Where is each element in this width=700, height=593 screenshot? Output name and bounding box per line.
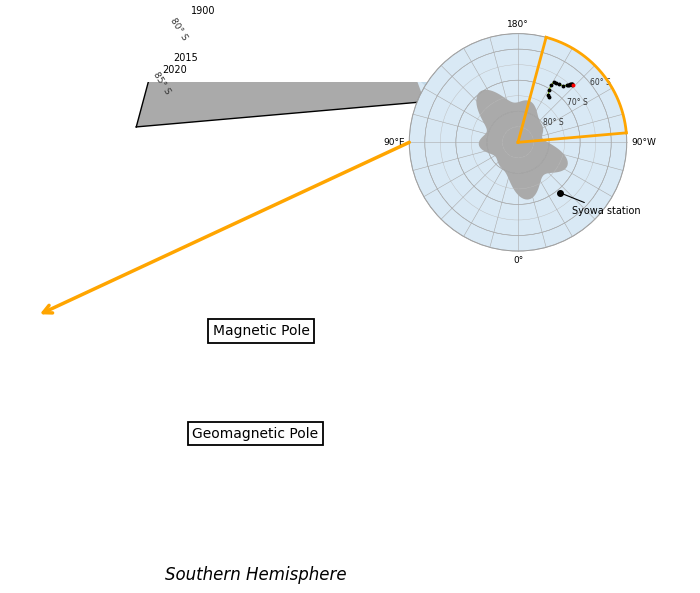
Text: 180°: 180° — [507, 20, 529, 29]
Text: 80° S: 80° S — [168, 16, 188, 42]
Text: 2020: 2020 — [162, 65, 187, 75]
Text: 90°W: 90°W — [631, 138, 657, 147]
Polygon shape — [393, 0, 487, 100]
Text: Geomagnetic Pole: Geomagnetic Pole — [193, 426, 318, 441]
Text: 85° S: 85° S — [151, 70, 172, 96]
Text: 60° S: 60° S — [590, 78, 611, 87]
Text: 0°: 0° — [513, 256, 523, 264]
Text: Southern Hemisphere: Southern Hemisphere — [164, 566, 346, 585]
Circle shape — [410, 34, 626, 251]
Text: 2015: 2015 — [174, 53, 198, 63]
Text: 100° E: 100° E — [532, 47, 564, 62]
Text: 80° S: 80° S — [542, 118, 564, 127]
Text: Syowa station: Syowa station — [562, 194, 640, 216]
Text: 90°E: 90°E — [383, 138, 405, 147]
Text: 1900: 1900 — [191, 6, 216, 16]
Polygon shape — [136, 0, 532, 127]
Text: Magnetic Pole: Magnetic Pole — [213, 324, 309, 339]
Polygon shape — [136, 0, 425, 127]
Polygon shape — [476, 90, 568, 200]
Text: 70° S: 70° S — [566, 98, 587, 107]
